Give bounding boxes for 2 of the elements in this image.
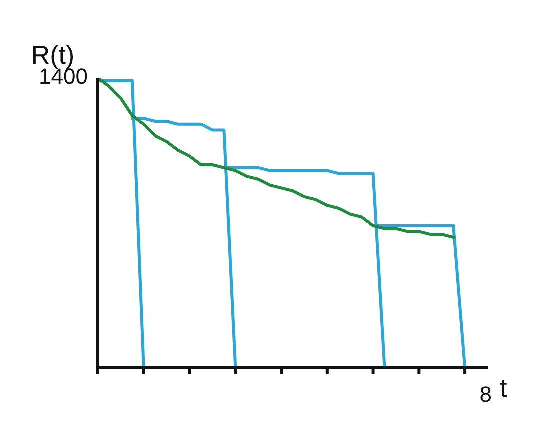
x-axis-title: t <box>500 373 508 404</box>
text: 8 <box>480 382 492 408</box>
